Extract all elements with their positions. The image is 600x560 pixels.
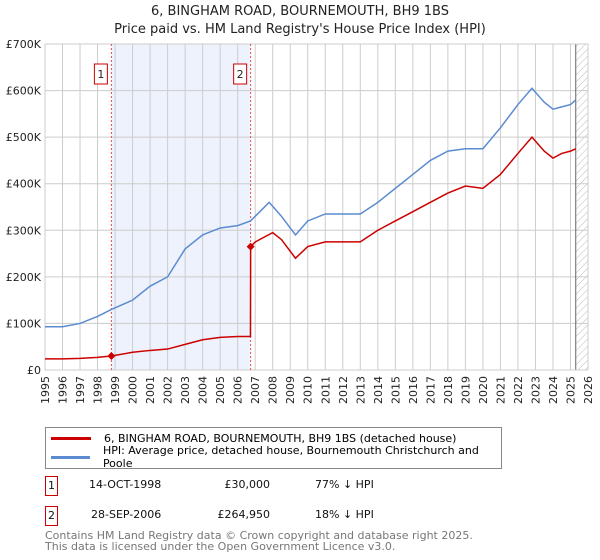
x-tick-label: 2012 — [337, 376, 350, 404]
x-tick-label: 2017 — [424, 376, 437, 404]
x-tick-label: 2008 — [267, 376, 280, 404]
y-tick-label: £600K — [6, 85, 42, 98]
x-tick-label: 2003 — [179, 376, 192, 404]
footer-line: Contains HM Land Registry data © Crown c… — [45, 529, 473, 542]
y-tick-label: £0 — [27, 364, 41, 377]
x-tick-label: 2013 — [354, 376, 367, 404]
x-tick-label: 2022 — [512, 376, 525, 404]
x-tick-label: 2016 — [407, 376, 420, 404]
x-tick-label: 2021 — [494, 376, 507, 404]
price-chart: 1995 1996 1997 1998 1999 2000 2001 2002 2003 2004… — [6, 38, 595, 404]
x-tick-label: 1997 — [74, 376, 87, 404]
x-tick-label: 2005 — [214, 376, 227, 404]
x-tick-label: 2024 — [547, 376, 560, 404]
y-tick-label: £500K — [6, 131, 42, 144]
x-tick-label: 2025 — [564, 376, 577, 404]
x-tick-label: 1995 — [39, 376, 52, 404]
sale-date: 28-SEP-2006 — [91, 508, 162, 521]
y-tick-label: £400K — [6, 178, 42, 191]
x-tick-label: 2002 — [162, 376, 175, 404]
x-tick-label: 2007 — [249, 376, 262, 404]
forecast-hatch — [575, 44, 588, 370]
legend-label: HPI: Average price, detached house, Bour… — [102, 444, 479, 470]
y-tick-label: £300K — [6, 224, 42, 237]
sale-label: 2 — [237, 68, 244, 81]
y-tick-label: £200K — [6, 271, 42, 284]
x-tick-label: 2000 — [127, 376, 140, 404]
legend-label: 6, BINGHAM ROAD, BOURNEMOUTH, BH9 1BS (d… — [104, 431, 457, 445]
chart-subtitle: Price paid vs. HM Land Registry's House … — [114, 22, 486, 37]
x-tick-label: 2023 — [529, 376, 542, 404]
sale-label-box — [93, 63, 108, 85]
sale-date: 14-OCT-1998 — [89, 478, 162, 491]
legend-swatch-blue — [51, 455, 90, 459]
legend: 6, BINGHAM ROAD, BOURNEMOUTH, BH9 1BS (d… — [45, 427, 502, 470]
sale-hpi-diff: 77% ↓ HPI — [315, 478, 374, 491]
x-tick-label: 2009 — [284, 376, 297, 404]
x-tick-label: 2026 — [582, 376, 595, 404]
x-tick-label: 2011 — [319, 376, 332, 404]
x-tick-label: 2015 — [389, 376, 402, 404]
series-line — [45, 87, 577, 328]
sale-badge: 1 — [45, 476, 58, 496]
legend-item-hpi: HPI: Average price, detached house, Bour… — [46, 444, 501, 470]
sale-label-box — [233, 63, 248, 85]
sale-badge: 2 — [45, 506, 58, 526]
x-tick-label: 2006 — [232, 376, 245, 404]
x-tick-label: 2020 — [477, 376, 490, 404]
y-tick-label: £700K — [6, 38, 42, 51]
sale-label: 1 — [97, 68, 104, 81]
x-tick-label: 1996 — [57, 376, 70, 404]
x-tick-label: 2019 — [459, 376, 472, 404]
footer-line: This data is licensed under the Open Gov… — [45, 540, 396, 553]
x-tick-label: 2001 — [144, 376, 157, 404]
x-tick-label: 1998 — [92, 376, 105, 404]
sale-point — [107, 352, 116, 361]
sale-point — [246, 242, 255, 251]
x-tick-label: 1999 — [109, 376, 122, 404]
x-tick-label: 2004 — [197, 376, 210, 404]
plot-frame — [44, 43, 589, 371]
footer: Contains HM Land Registry data © Crown c… — [45, 530, 473, 552]
sale-price: £30,000 — [224, 478, 271, 491]
series-line — [45, 135, 577, 360]
legend-swatch-red — [51, 436, 91, 440]
sale-price: £264,950 — [217, 508, 271, 521]
y-tick-label: £100K — [6, 317, 42, 330]
x-tick-label: 2010 — [302, 376, 315, 404]
legend-item-property: 6, BINGHAM ROAD, BOURNEMOUTH, BH9 1BS (d… — [46, 429, 456, 447]
x-tick-label: 2018 — [442, 376, 455, 404]
sale-period-shade — [111, 44, 251, 370]
x-tick-label: 2014 — [372, 376, 385, 404]
sale-hpi-diff: 18% ↓ HPI — [315, 508, 374, 521]
chart-title: 6, BINGHAM ROAD, BOURNEMOUTH, BH9 1BS — [151, 4, 449, 19]
